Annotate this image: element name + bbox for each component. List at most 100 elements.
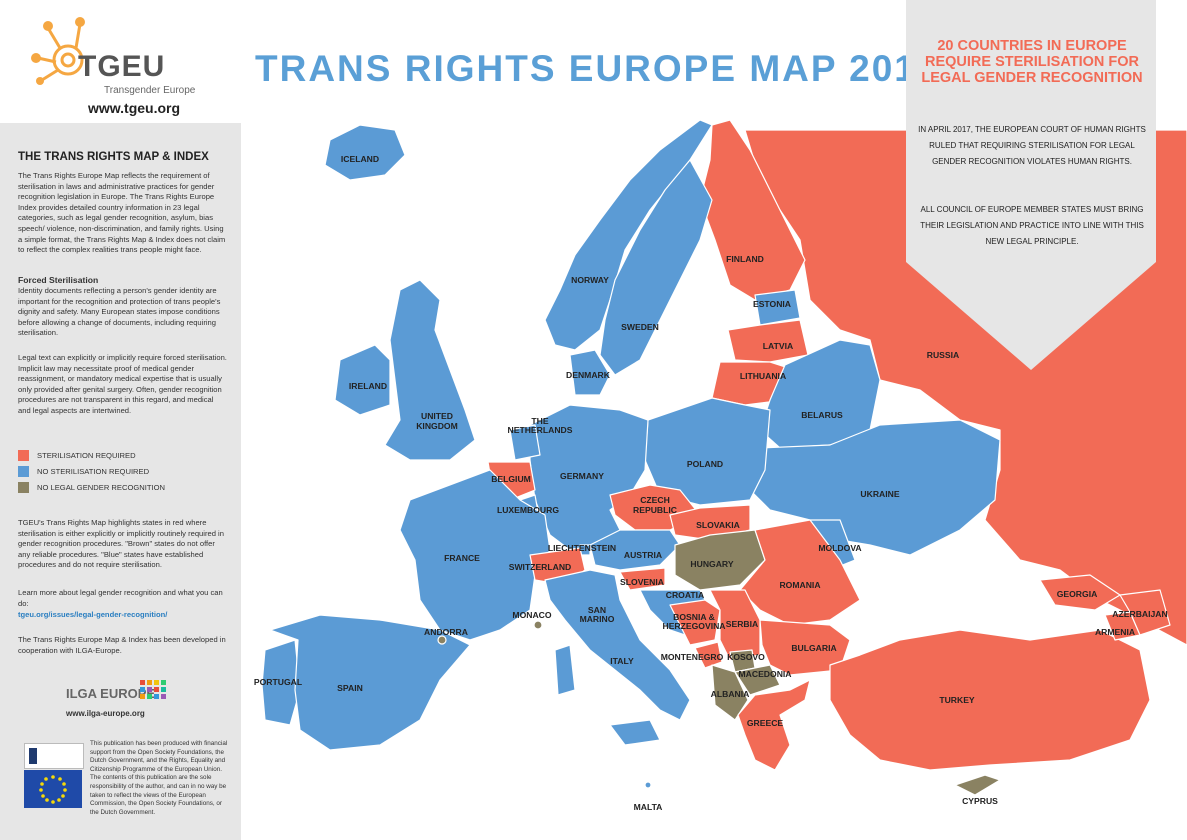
country-estonia[interactable] bbox=[754, 289, 801, 326]
country-labels: ICELAND NORWAY SWEDEN FINLAND ESTONIA LA… bbox=[254, 154, 1168, 812]
legal-text: Legal text can explicitly or implicitly … bbox=[18, 353, 227, 415]
label-france: FRANCE bbox=[444, 553, 480, 563]
country-ireland[interactable] bbox=[334, 344, 391, 416]
tgeu-map-text: TGEU's Trans Rights Map highlights state… bbox=[18, 518, 224, 570]
country-uk[interactable] bbox=[384, 279, 476, 461]
legend-swatch-blue bbox=[18, 465, 29, 477]
label-russia: RUSSIA bbox=[927, 350, 959, 360]
label-denmark: DENMARK bbox=[566, 370, 611, 380]
legend-no-legal-recognition: NO LEGAL GENDER RECOGNITION bbox=[18, 481, 165, 493]
label-czech-2: REPUBLIC bbox=[633, 505, 677, 515]
sidebar: THE TRANS RIGHTS MAP & INDEX The Trans R… bbox=[0, 123, 241, 840]
label-belgium: BELGIUM bbox=[491, 474, 531, 484]
label-armenia: ARMENIA bbox=[1095, 627, 1135, 637]
country-cyprus[interactable] bbox=[954, 774, 1001, 796]
label-spain: SPAIN bbox=[337, 683, 363, 693]
label-uk-1: UNITED bbox=[421, 411, 453, 421]
label-romania: ROMANIA bbox=[779, 580, 820, 590]
label-monaco: MONACO bbox=[512, 610, 551, 620]
label-bosnia-2: HERZEGOVINA bbox=[662, 621, 725, 631]
callout-body-1: IN APRIL 2017, THE EUROPEAN COURT OF HUM… bbox=[918, 125, 1146, 166]
label-andorra: ANDORRA bbox=[424, 627, 468, 637]
country-azerbaijan[interactable] bbox=[1119, 589, 1171, 636]
callout-panel: 20 COUNTRIES IN EUROPE REQUIRE STERILISA… bbox=[906, 0, 1156, 370]
label-czech-1: CZECH bbox=[640, 495, 670, 505]
country-austria[interactable] bbox=[589, 529, 681, 571]
country-monaco[interactable] bbox=[533, 620, 543, 630]
tgeu-logo[interactable]: TGEU Transgender Europe www.tgeu.org bbox=[20, 10, 220, 120]
label-georgia: GEORGIA bbox=[1057, 589, 1098, 599]
country-france[interactable] bbox=[399, 469, 551, 641]
island-sardinia bbox=[554, 644, 576, 696]
legend-swatch-brown bbox=[18, 481, 29, 493]
funding-disclaimer: This publication has been produced with … bbox=[90, 740, 228, 816]
label-hungary: HUNGARY bbox=[690, 559, 733, 569]
legend-label: NO LEGAL GENDER RECOGNITION bbox=[37, 482, 165, 492]
label-norway: NORWAY bbox=[571, 275, 609, 285]
sidebar-intro: The Trans Rights Europe Map reflects the… bbox=[18, 171, 226, 255]
label-austria: AUSTRIA bbox=[624, 550, 662, 560]
country-bosnia[interactable] bbox=[669, 599, 721, 646]
label-estonia: ESTONIA bbox=[753, 299, 791, 309]
island-sicily bbox=[609, 719, 661, 746]
legend-label: NO STERILISATION REQUIRED bbox=[37, 466, 150, 476]
country-romania[interactable] bbox=[739, 519, 861, 626]
label-finland: FINLAND bbox=[726, 254, 764, 264]
legend-label: STERILISATION REQUIRED bbox=[37, 450, 136, 460]
ilga-url[interactable]: www.ilga-europe.org bbox=[66, 709, 145, 718]
country-denmark[interactable] bbox=[569, 349, 611, 396]
label-slovakia: SLOVAKIA bbox=[696, 520, 740, 530]
ilga-europe-logo[interactable]: ILGA EUROPE bbox=[60, 676, 180, 721]
logo-url[interactable]: www.tgeu.org bbox=[88, 100, 181, 116]
label-sweden: SWEDEN bbox=[621, 322, 659, 332]
country-poland[interactable] bbox=[644, 397, 771, 506]
label-netherlands-2: NETHERLANDS bbox=[508, 425, 573, 435]
label-latvia: LATVIA bbox=[763, 341, 793, 351]
country-iceland[interactable] bbox=[324, 124, 406, 181]
legend-no-sterilisation: NO STERILISATION REQUIRED bbox=[18, 465, 149, 477]
label-montenegro: MONTENEGRO bbox=[661, 652, 724, 662]
label-germany: GERMANY bbox=[560, 471, 604, 481]
country-macedonia[interactable] bbox=[734, 664, 781, 696]
label-kosovo: KOSOVO bbox=[727, 652, 765, 662]
country-sweden[interactable] bbox=[599, 159, 713, 376]
label-san-marino-1: SAN bbox=[588, 605, 606, 615]
dutch-government-logo bbox=[24, 743, 84, 769]
forced-sterilisation-text: Identity documents reflecting a person's… bbox=[18, 286, 221, 338]
legend-sterilisation-required: STERILISATION REQUIRED bbox=[18, 449, 136, 461]
label-luxembourg: LUXEMBOURG bbox=[497, 505, 559, 515]
ilga-wordmark: ILGA EUROPE bbox=[66, 686, 156, 701]
sidebar-heading: THE TRANS RIGHTS MAP & INDEX bbox=[18, 151, 209, 163]
country-malta[interactable] bbox=[644, 781, 652, 789]
label-ukraine: UKRAINE bbox=[860, 489, 899, 499]
callout-background bbox=[906, 0, 1156, 370]
learn-more-text: Learn more about legal gender recognitio… bbox=[18, 588, 223, 608]
label-turkey: TURKEY bbox=[939, 695, 975, 705]
country-andorra[interactable] bbox=[437, 635, 447, 645]
label-portugal: PORTUGAL bbox=[254, 677, 302, 687]
cooperation-text: The Trans Rights Europe Map & Index has … bbox=[18, 635, 226, 655]
country-greece[interactable] bbox=[737, 679, 811, 771]
label-uk-2: KINGDOM bbox=[416, 421, 458, 431]
country-bulgaria[interactable] bbox=[759, 619, 851, 676]
label-azerbaijan: AZERBAIJAN bbox=[1112, 609, 1167, 619]
label-bulgaria: BULGARIA bbox=[791, 643, 836, 653]
country-turkey[interactable] bbox=[829, 629, 1151, 771]
label-serbia: SERBIA bbox=[726, 619, 758, 629]
label-macedonia: MACEDONIA bbox=[739, 669, 792, 679]
country-montenegro[interactable] bbox=[694, 641, 723, 669]
country-hungary[interactable] bbox=[674, 529, 766, 591]
label-poland: POLAND bbox=[687, 459, 723, 469]
country-slovenia[interactable] bbox=[619, 567, 666, 591]
learn-more-link[interactable]: tgeu.org/issues/legal-gender-recognition… bbox=[18, 610, 168, 619]
country-italy[interactable] bbox=[544, 569, 691, 721]
legend-swatch-red bbox=[18, 449, 29, 461]
label-iceland: ICELAND bbox=[341, 154, 379, 164]
country-georgia[interactable] bbox=[1039, 574, 1121, 611]
country-portugal[interactable] bbox=[261, 639, 301, 726]
country-netherlands[interactable] bbox=[509, 424, 541, 461]
country-spain[interactable] bbox=[269, 614, 471, 751]
tgeu-symbol-icon bbox=[31, 17, 85, 85]
callout-body-2: ALL COUNCIL OF EUROPE MEMBER STATES MUST… bbox=[920, 205, 1144, 246]
